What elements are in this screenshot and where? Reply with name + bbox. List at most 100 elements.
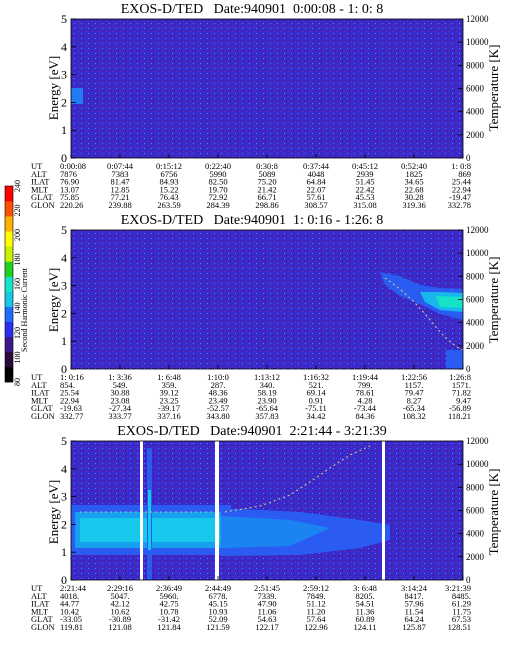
table-cell: 64.84 [306,177,326,187]
table-cell: 2:36:49 [156,583,182,593]
table-cell: -75.11 [305,403,327,413]
table-cell: 108.32 [402,411,425,421]
y-tick-label: 1 [61,123,67,137]
colorbar-segment [5,201,13,217]
table-cell: 52.09 [208,614,227,624]
table-cell: -56.89 [449,403,471,413]
panel-2: EXOS-D/TED Date:940901 1: 0:16 - 1:26: 8… [31,213,501,421]
table-row-label: GLAT [31,403,54,413]
table-cell: 357.83 [255,411,278,421]
colorbar-label: Second Harmonic Current [20,267,29,352]
colorbar-segment [5,261,13,277]
table-cell: 1:19:44 [352,372,379,382]
table-row-label: ALT [31,380,48,390]
colorbar-segment [5,306,13,322]
table-row-label: ALT [31,591,48,601]
table-cell: 84.93 [159,177,178,187]
table-row-label: GLON [31,622,55,632]
table-cell: 1: 0:16 [60,372,84,382]
table-cell: 7383 [112,169,129,179]
table-cell: 7876 [60,169,77,179]
table-cell: 51.45 [355,177,374,187]
table-row-label: UT [31,583,43,593]
table-cell: 23.08 [110,395,129,405]
y2-tick-label: 12000 [466,436,489,446]
table-row-label: MLT [31,395,49,405]
y2-tick-label: 0 [466,575,471,585]
panel-1-low-energy-patch [71,88,83,104]
table-cell: 1:13:12 [254,372,280,382]
colorbar: 80 100 120 140 160 180 200 220 240 Second Harmon… [4,180,29,386]
table-cell: 11.06 [258,606,277,616]
y-tick-label: 2 [61,517,67,531]
table-cell: 22.68 [404,184,423,194]
table-cell: 2:44:49 [205,583,231,593]
table-row-label: ILAT [31,177,50,187]
panel-1: EXOS-D/TED Date:940901 0:00:08 - 1: 0: 8… [31,2,501,210]
y2-tick-label: 2000 [466,130,485,140]
table-cell: 45.15 [208,599,227,609]
table-cell: 42.75 [159,599,178,609]
colorbar-segment [5,291,13,307]
y-tick-label: 5 [61,12,67,26]
colorbar-segment [5,276,13,292]
table-cell: 332.77 [60,411,83,421]
table-cell: 57.96 [404,599,423,609]
colorbar-segment [5,321,13,338]
table-cell: 61.29 [452,599,471,609]
y-tick-label: 1 [61,545,67,559]
table-cell: 0:30:8 [256,161,278,171]
y2-tick-label: 6000 [466,295,485,305]
colorbar-segment [5,366,13,383]
y2-tick-label: 12000 [466,14,489,24]
table-cell: -65.34 [403,403,426,413]
table-cell: 118.21 [448,411,471,421]
y-tick-label: 3 [61,68,67,82]
table-cell: 3:14:24 [401,583,428,593]
table-cell: 4018. [60,591,79,601]
panel-1-title: EXOS-D/TED Date:940901 0:00:08 - 1: 0: 8 [121,2,383,17]
table-cell: 359. [162,380,177,390]
table-cell: -73.44 [354,403,377,413]
table-cell: 340. [260,380,275,390]
table-cell: 84.36 [355,411,374,421]
table-row-label: ALT [31,169,48,179]
table-cell: 10.42 [60,606,79,616]
table-cell: 3:21:39 [445,583,471,593]
table-cell: 57.61 [306,192,325,202]
table-cell: 1: 6:48 [157,372,181,382]
table-cell: 0:15:12 [156,161,182,171]
table-cell: 71.82 [452,388,471,398]
y2-tick-label: 4000 [466,529,485,539]
table-cell: 23.25 [159,395,178,405]
colorbar-tick-label: 220 [13,205,22,217]
table-cell: 1:26:8 [449,372,471,382]
table-cell: 1571. [452,380,471,390]
colorbar-segment [5,186,13,202]
table-cell: 343.80 [206,411,229,421]
colorbar-segment [5,351,13,368]
table-cell: 69.14 [306,388,326,398]
table-cell: 10.78 [159,606,178,616]
table-cell: 25.54 [60,388,80,398]
table-cell: 1:16:32 [303,372,329,382]
panel-2-temperature-trace [384,277,464,351]
table-cell: 48.36 [208,388,227,398]
colorbar-tick-label: 140 [13,303,22,315]
table-cell: 5960. [159,591,178,601]
table-cell: 22.94 [60,395,80,405]
table-cell: -31.42 [158,614,180,624]
colorbar-tick-label: 200 [13,229,22,241]
table-row-label: GLAT [31,192,54,202]
table-row-label: UT [31,372,43,382]
table-cell: 5990 [210,169,227,179]
table-cell: 19.70 [208,184,227,194]
table-row-label: MLT [31,606,49,616]
colorbar-tick-label: 160 [13,278,22,290]
table-cell: 21.42 [257,184,276,194]
table-cell: 549. [113,380,128,390]
y2-tick-label: 8000 [466,482,485,492]
table-cell: 57.64 [306,614,326,624]
table-row-label: UT [31,161,43,171]
y-tick-label: 4 [61,251,67,265]
